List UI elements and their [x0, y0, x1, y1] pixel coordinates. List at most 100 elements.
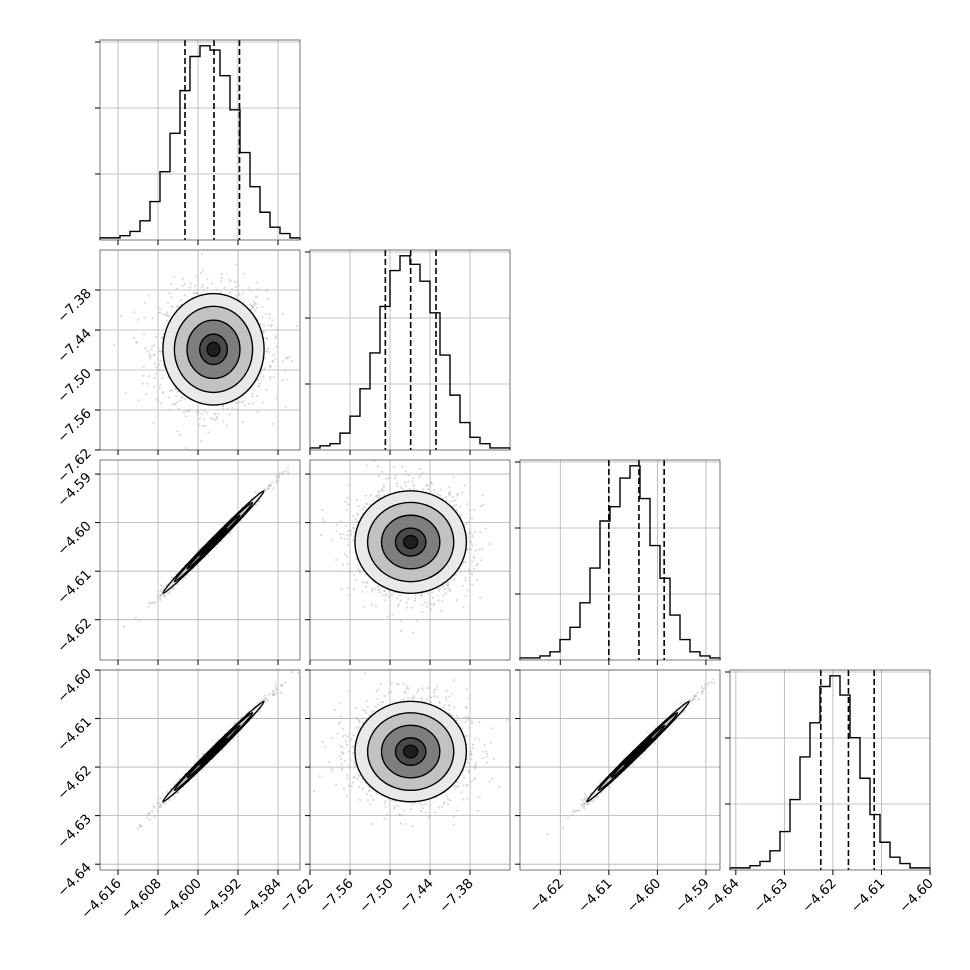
sample-point — [223, 286, 226, 289]
x-tick-label: −4.63 — [751, 876, 792, 917]
y-tick-label: −4.63 — [54, 811, 95, 852]
sample-point — [395, 474, 398, 477]
sample-point — [219, 280, 222, 283]
sample-point — [370, 603, 373, 607]
sample-point — [220, 276, 223, 280]
sample-point — [228, 291, 231, 294]
sample-point — [148, 818, 151, 821]
sample-point — [343, 537, 346, 540]
sample-point — [276, 328, 279, 331]
sample-point — [470, 517, 474, 520]
sample-point — [267, 324, 270, 327]
sample-point — [288, 356, 291, 359]
sample-point — [286, 467, 289, 470]
sample-point — [361, 580, 364, 584]
sample-point — [157, 590, 160, 593]
sample-point — [252, 388, 255, 391]
sample-point — [143, 333, 146, 336]
sample-point — [274, 337, 278, 340]
sample-point — [247, 286, 250, 290]
sample-point — [387, 595, 390, 599]
sample-point — [379, 588, 382, 591]
sample-point — [234, 721, 237, 724]
sample-point — [132, 311, 135, 314]
sample-point — [229, 532, 232, 535]
sample-point — [252, 307, 255, 310]
sample-point — [448, 486, 451, 489]
sample-point — [200, 286, 203, 289]
sample-point — [275, 474, 278, 477]
sample-point — [195, 409, 198, 412]
sample-point — [161, 336, 164, 339]
sample-point — [285, 357, 288, 360]
sample-point — [161, 377, 164, 380]
sample-point — [236, 408, 239, 411]
sample-point — [339, 520, 342, 523]
sample-point — [281, 313, 284, 316]
sample-point — [275, 691, 278, 695]
sample-point — [268, 317, 271, 320]
sample-point — [196, 292, 199, 296]
sample-point — [405, 606, 409, 609]
sample-point — [178, 433, 181, 436]
sample-point — [473, 530, 477, 534]
sample-point — [149, 602, 152, 605]
sample-point — [181, 284, 184, 288]
sample-point — [287, 471, 290, 474]
y-tick-label: −4.60 — [54, 518, 95, 559]
sample-point — [414, 597, 417, 600]
sample-point — [264, 489, 268, 492]
sample-point — [377, 585, 380, 588]
sample-point — [346, 538, 349, 541]
sample-point — [489, 543, 492, 546]
sample-point — [220, 273, 223, 276]
sample-point — [362, 605, 365, 608]
sample-point — [355, 579, 358, 582]
sample-point — [251, 395, 254, 398]
sample-point — [269, 378, 272, 381]
sample-point — [147, 350, 150, 353]
sample-point — [203, 418, 206, 421]
sample-point — [410, 606, 413, 609]
sample-point — [346, 544, 349, 547]
sample-point — [444, 587, 447, 591]
sample-point — [481, 494, 484, 497]
sample-point — [459, 505, 462, 508]
sample-point — [255, 306, 258, 309]
sample-point — [159, 383, 162, 386]
sample-point — [215, 415, 218, 419]
sample-point — [430, 603, 433, 606]
sample-point — [136, 827, 139, 830]
sample-point — [248, 402, 251, 405]
x-tick-label: −4.60 — [896, 876, 937, 917]
sample-point — [194, 292, 197, 295]
sample-point — [284, 369, 287, 372]
sample-point — [335, 523, 339, 526]
sample-point — [120, 314, 123, 317]
sample-point — [275, 345, 278, 348]
x-tick-label: −4.592 — [198, 876, 245, 923]
sample-point — [156, 809, 160, 813]
sample-point — [157, 305, 160, 308]
sample-point — [189, 282, 192, 285]
sample-point — [133, 336, 136, 339]
sample-point — [421, 603, 424, 606]
sample-point — [243, 404, 246, 407]
sample-point — [484, 527, 487, 530]
sample-point — [262, 324, 266, 327]
panel-frame — [99, 39, 301, 241]
sample-point — [167, 396, 170, 399]
sample-point — [365, 581, 368, 584]
sample-point — [419, 467, 422, 470]
sample-point — [228, 742, 231, 745]
sample-point — [181, 278, 184, 281]
sample-point — [188, 408, 191, 411]
sample-point — [265, 350, 268, 353]
y-tick-label: −4.64 — [54, 860, 95, 901]
sample-point — [284, 681, 287, 684]
sample-point — [261, 305, 264, 309]
sample-point — [193, 284, 196, 287]
sample-point — [183, 411, 186, 414]
sample-point — [280, 691, 283, 694]
sample-point — [457, 493, 460, 496]
